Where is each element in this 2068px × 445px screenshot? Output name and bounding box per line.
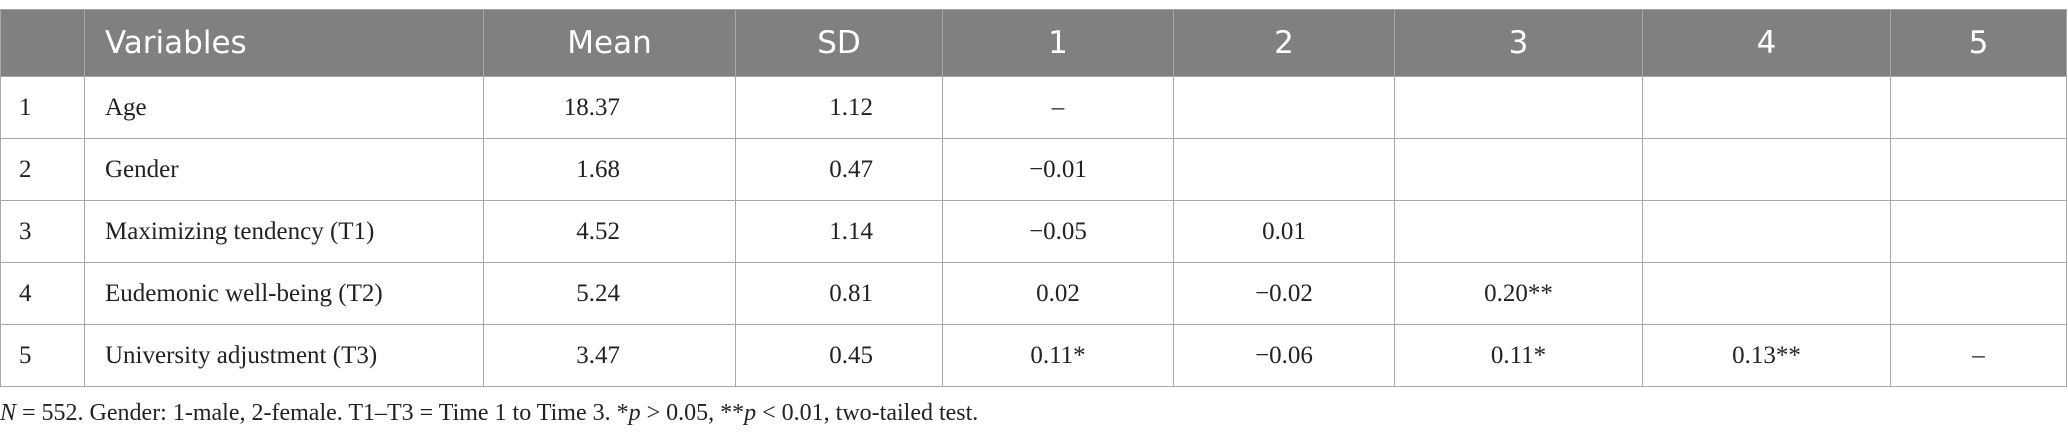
table-cell: 4.52 (483, 200, 736, 263)
header-cell: SD (735, 9, 943, 77)
table-cell: Eudemonic well-being (T2) (84, 262, 484, 325)
note-text: > 0.05, ** (640, 400, 745, 426)
table-cell: 0.02 (942, 262, 1174, 325)
table-cell (1173, 138, 1395, 201)
table-cell: – (1890, 324, 2067, 387)
table-note: N = 552. Gender: 1-male, 2-female. T1–T3… (0, 400, 978, 427)
header-cell: 5 (1890, 9, 2067, 77)
table-body: 1 Age 18.37 1.12–2 Gender 1.68 0.47 −0.01 3 Maxim… (0, 76, 2067, 387)
header-cell: Variables (84, 9, 484, 77)
table-cell: 5.24 (483, 262, 736, 325)
table-cell: 18.37 (483, 76, 736, 139)
table-cell (1173, 76, 1395, 139)
table-cell (1642, 76, 1891, 139)
table-cell: 1.68 (483, 138, 736, 201)
table-cell (1642, 138, 1891, 201)
header-cell (0, 9, 85, 77)
table-cell: 0.01 (1173, 200, 1395, 263)
table-cell: Gender (84, 138, 484, 201)
table-cell (1642, 200, 1891, 263)
note-text: p (744, 400, 757, 426)
table-cell: University adjustment (T3) (84, 324, 484, 387)
table-cell (1890, 138, 2067, 201)
table-cell (1394, 76, 1643, 139)
header-cell: 2 (1173, 9, 1395, 77)
header-cell: 1 (942, 9, 1174, 77)
header-cell: 4 (1642, 9, 1891, 77)
table-cell: 1 (0, 76, 85, 139)
table-row: 4 Eudemonic well-being (T2) 5.24 0.81 0.02 −0… (0, 262, 2067, 325)
header-row: Variables Mean SD 1 2 3 4 5 (0, 9, 2067, 77)
table-cell (1890, 262, 2067, 325)
header-cell: Mean (483, 9, 736, 77)
table-cell: −0.05 (942, 200, 1174, 263)
table-cell: 0.47 (735, 138, 943, 201)
table-row: 5 University adjustment (T3) 3.47 0.45 0.11*… (0, 324, 2067, 387)
table-cell: 0.45 (735, 324, 943, 387)
note-text: = 552. Gender: 1-male, 2-female. T1–T3 =… (16, 400, 629, 426)
table-cell (1890, 76, 2067, 139)
table-cell: −0.02 (1173, 262, 1395, 325)
note-text: N (0, 400, 17, 426)
table-cell: 2 (0, 138, 85, 201)
table-cell: 1.14 (735, 200, 943, 263)
table-cell: 0.20** (1394, 262, 1643, 325)
table-cell: – (942, 76, 1174, 139)
table-cell: 1.12 (735, 76, 943, 139)
table-cell: Maximizing tendency (T1) (84, 200, 484, 263)
table-cell: 5 (0, 324, 85, 387)
table-cell (1394, 200, 1643, 263)
table-cell: 0.81 (735, 262, 943, 325)
table-cell: 4 (0, 262, 85, 325)
table-cell: 0.13** (1642, 324, 1891, 387)
table-cell: 0.11* (1394, 324, 1643, 387)
note-text: p (628, 400, 641, 426)
table-cell: −0.06 (1173, 324, 1395, 387)
table-row: 2 Gender 1.68 0.47 −0.01 (0, 138, 2067, 201)
table-cell: 3 (0, 200, 85, 263)
table-row: 1 Age 18.37 1.12– (0, 76, 2067, 139)
note-text: < 0.01, two-tailed test. (756, 400, 979, 426)
table-row: 3 Maximizing tendency (T1) 4.52 1.14 −0.05 0.… (0, 200, 2067, 263)
table-cell: Age (84, 76, 484, 139)
table-cell: 3.47 (483, 324, 736, 387)
table-cell (1642, 262, 1891, 325)
table-cell: 0.11* (942, 324, 1174, 387)
table-cell (1394, 138, 1643, 201)
table-cell: −0.01 (942, 138, 1174, 201)
correlation-table: Variables Mean SD 1 2 3 4 5 1 Age 18.37 1.12–2 Gend… (0, 9, 2067, 387)
header-cell: 3 (1394, 9, 1643, 77)
table-cell (1890, 200, 2067, 263)
